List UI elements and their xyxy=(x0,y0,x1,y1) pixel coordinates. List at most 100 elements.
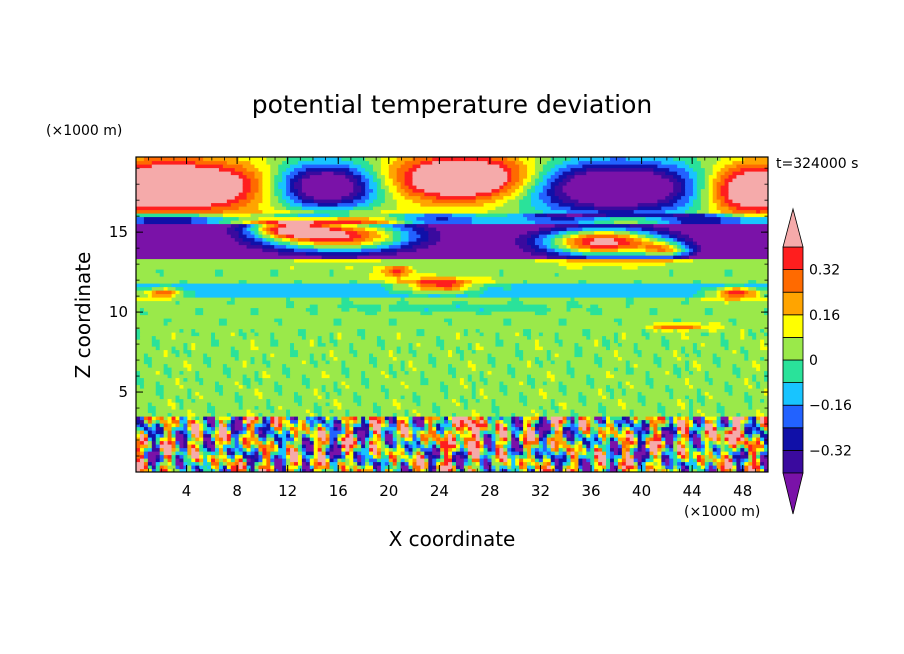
contour-cell xyxy=(151,286,165,291)
contour-cell xyxy=(617,241,631,246)
contour-cell xyxy=(195,293,410,298)
contour-cell xyxy=(325,402,331,407)
contour-cell xyxy=(396,318,445,323)
contour-cell xyxy=(270,465,275,470)
contour-cell xyxy=(143,381,157,386)
contour-cell xyxy=(491,398,497,403)
contour-cell xyxy=(606,395,611,400)
contour-cell xyxy=(503,416,512,421)
contour-cell xyxy=(357,444,362,449)
contour-cell xyxy=(495,342,504,347)
contour-cell xyxy=(448,363,453,368)
contour-cell xyxy=(270,402,299,407)
contour-cell xyxy=(262,174,271,179)
contour-cell xyxy=(254,416,260,421)
contour-cell xyxy=(760,433,768,438)
contour-cell xyxy=(420,433,425,438)
contour-cell xyxy=(708,202,718,207)
contour-cell xyxy=(519,398,528,403)
contour-cell xyxy=(440,230,528,235)
contour-cell xyxy=(286,188,291,193)
contour-cell xyxy=(515,461,520,466)
contour-cell xyxy=(720,416,730,421)
contour-cell xyxy=(625,468,631,472)
contour-cell xyxy=(329,465,335,470)
contour-cell xyxy=(270,468,275,472)
contour-cell xyxy=(653,360,662,365)
contour-cell xyxy=(712,381,726,386)
contour-cell xyxy=(238,458,244,463)
contour-cell xyxy=(290,188,299,193)
contour-cell xyxy=(546,465,552,470)
contour-cell xyxy=(716,286,726,291)
contour-cell xyxy=(440,451,445,456)
contour-cell xyxy=(404,363,410,368)
contour-cell xyxy=(760,367,768,372)
contour-cell xyxy=(653,430,658,435)
contour-cell xyxy=(234,454,244,459)
contour-cell xyxy=(195,416,200,421)
contour-cell xyxy=(384,279,398,284)
contour-cell xyxy=(191,391,196,396)
contour-cell xyxy=(333,465,339,470)
contour-cell xyxy=(692,342,698,347)
contour-cell xyxy=(136,405,149,410)
contour-cell xyxy=(590,384,595,389)
contour-cell xyxy=(610,346,635,351)
contour-cell xyxy=(452,283,461,288)
contour-cell xyxy=(669,269,674,274)
contour-cell xyxy=(550,377,556,382)
contour-cell xyxy=(511,283,726,288)
contour-cell xyxy=(479,444,485,449)
contour-cell xyxy=(254,223,260,228)
contour-cell xyxy=(728,342,761,347)
contour-cell xyxy=(724,458,730,463)
contour-cell xyxy=(203,468,212,472)
contour-cell xyxy=(258,388,275,393)
contour-cell xyxy=(724,332,741,337)
contour-cell xyxy=(270,185,275,190)
contour-cell xyxy=(250,230,256,235)
contour-cell xyxy=(297,391,315,396)
contour-cell xyxy=(463,356,489,361)
contour-cell xyxy=(740,412,757,417)
contour-cell xyxy=(527,279,579,284)
contour-cell xyxy=(519,244,532,249)
contour-cell xyxy=(329,409,335,414)
contour-cell xyxy=(542,437,548,442)
contour-cell xyxy=(143,384,157,389)
contour-cell xyxy=(412,174,508,179)
contour-cell xyxy=(282,444,287,449)
contour-cell xyxy=(602,437,607,442)
contour-cell xyxy=(396,332,402,337)
contour-cell xyxy=(278,447,287,452)
contour-cell xyxy=(685,178,694,183)
contour-cell xyxy=(222,465,228,470)
contour-cell xyxy=(388,388,441,393)
contour-cell xyxy=(297,451,303,456)
contour-cell xyxy=(246,437,260,442)
contour-cell xyxy=(700,412,706,417)
contour-cell xyxy=(681,416,686,421)
contour-cell xyxy=(673,318,682,323)
contour-cell xyxy=(704,398,745,403)
contour-cell xyxy=(637,468,643,472)
contour-cell xyxy=(266,220,279,225)
contour-cell xyxy=(341,426,346,431)
contour-cell xyxy=(309,458,315,463)
contour-cell xyxy=(503,321,512,326)
contour-cell xyxy=(756,412,765,417)
contour-cell xyxy=(286,206,303,211)
contour-cell xyxy=(657,199,670,204)
contour-cell xyxy=(704,419,710,424)
contour-cell xyxy=(756,430,761,435)
contour-cell xyxy=(376,220,390,225)
contour-cell xyxy=(392,458,398,463)
contour-cell xyxy=(649,384,655,389)
contour-cell xyxy=(361,402,374,407)
contour-cell xyxy=(230,423,236,428)
contour-cell xyxy=(531,409,536,414)
contour-cell xyxy=(700,325,726,330)
contour-cell xyxy=(195,437,200,442)
